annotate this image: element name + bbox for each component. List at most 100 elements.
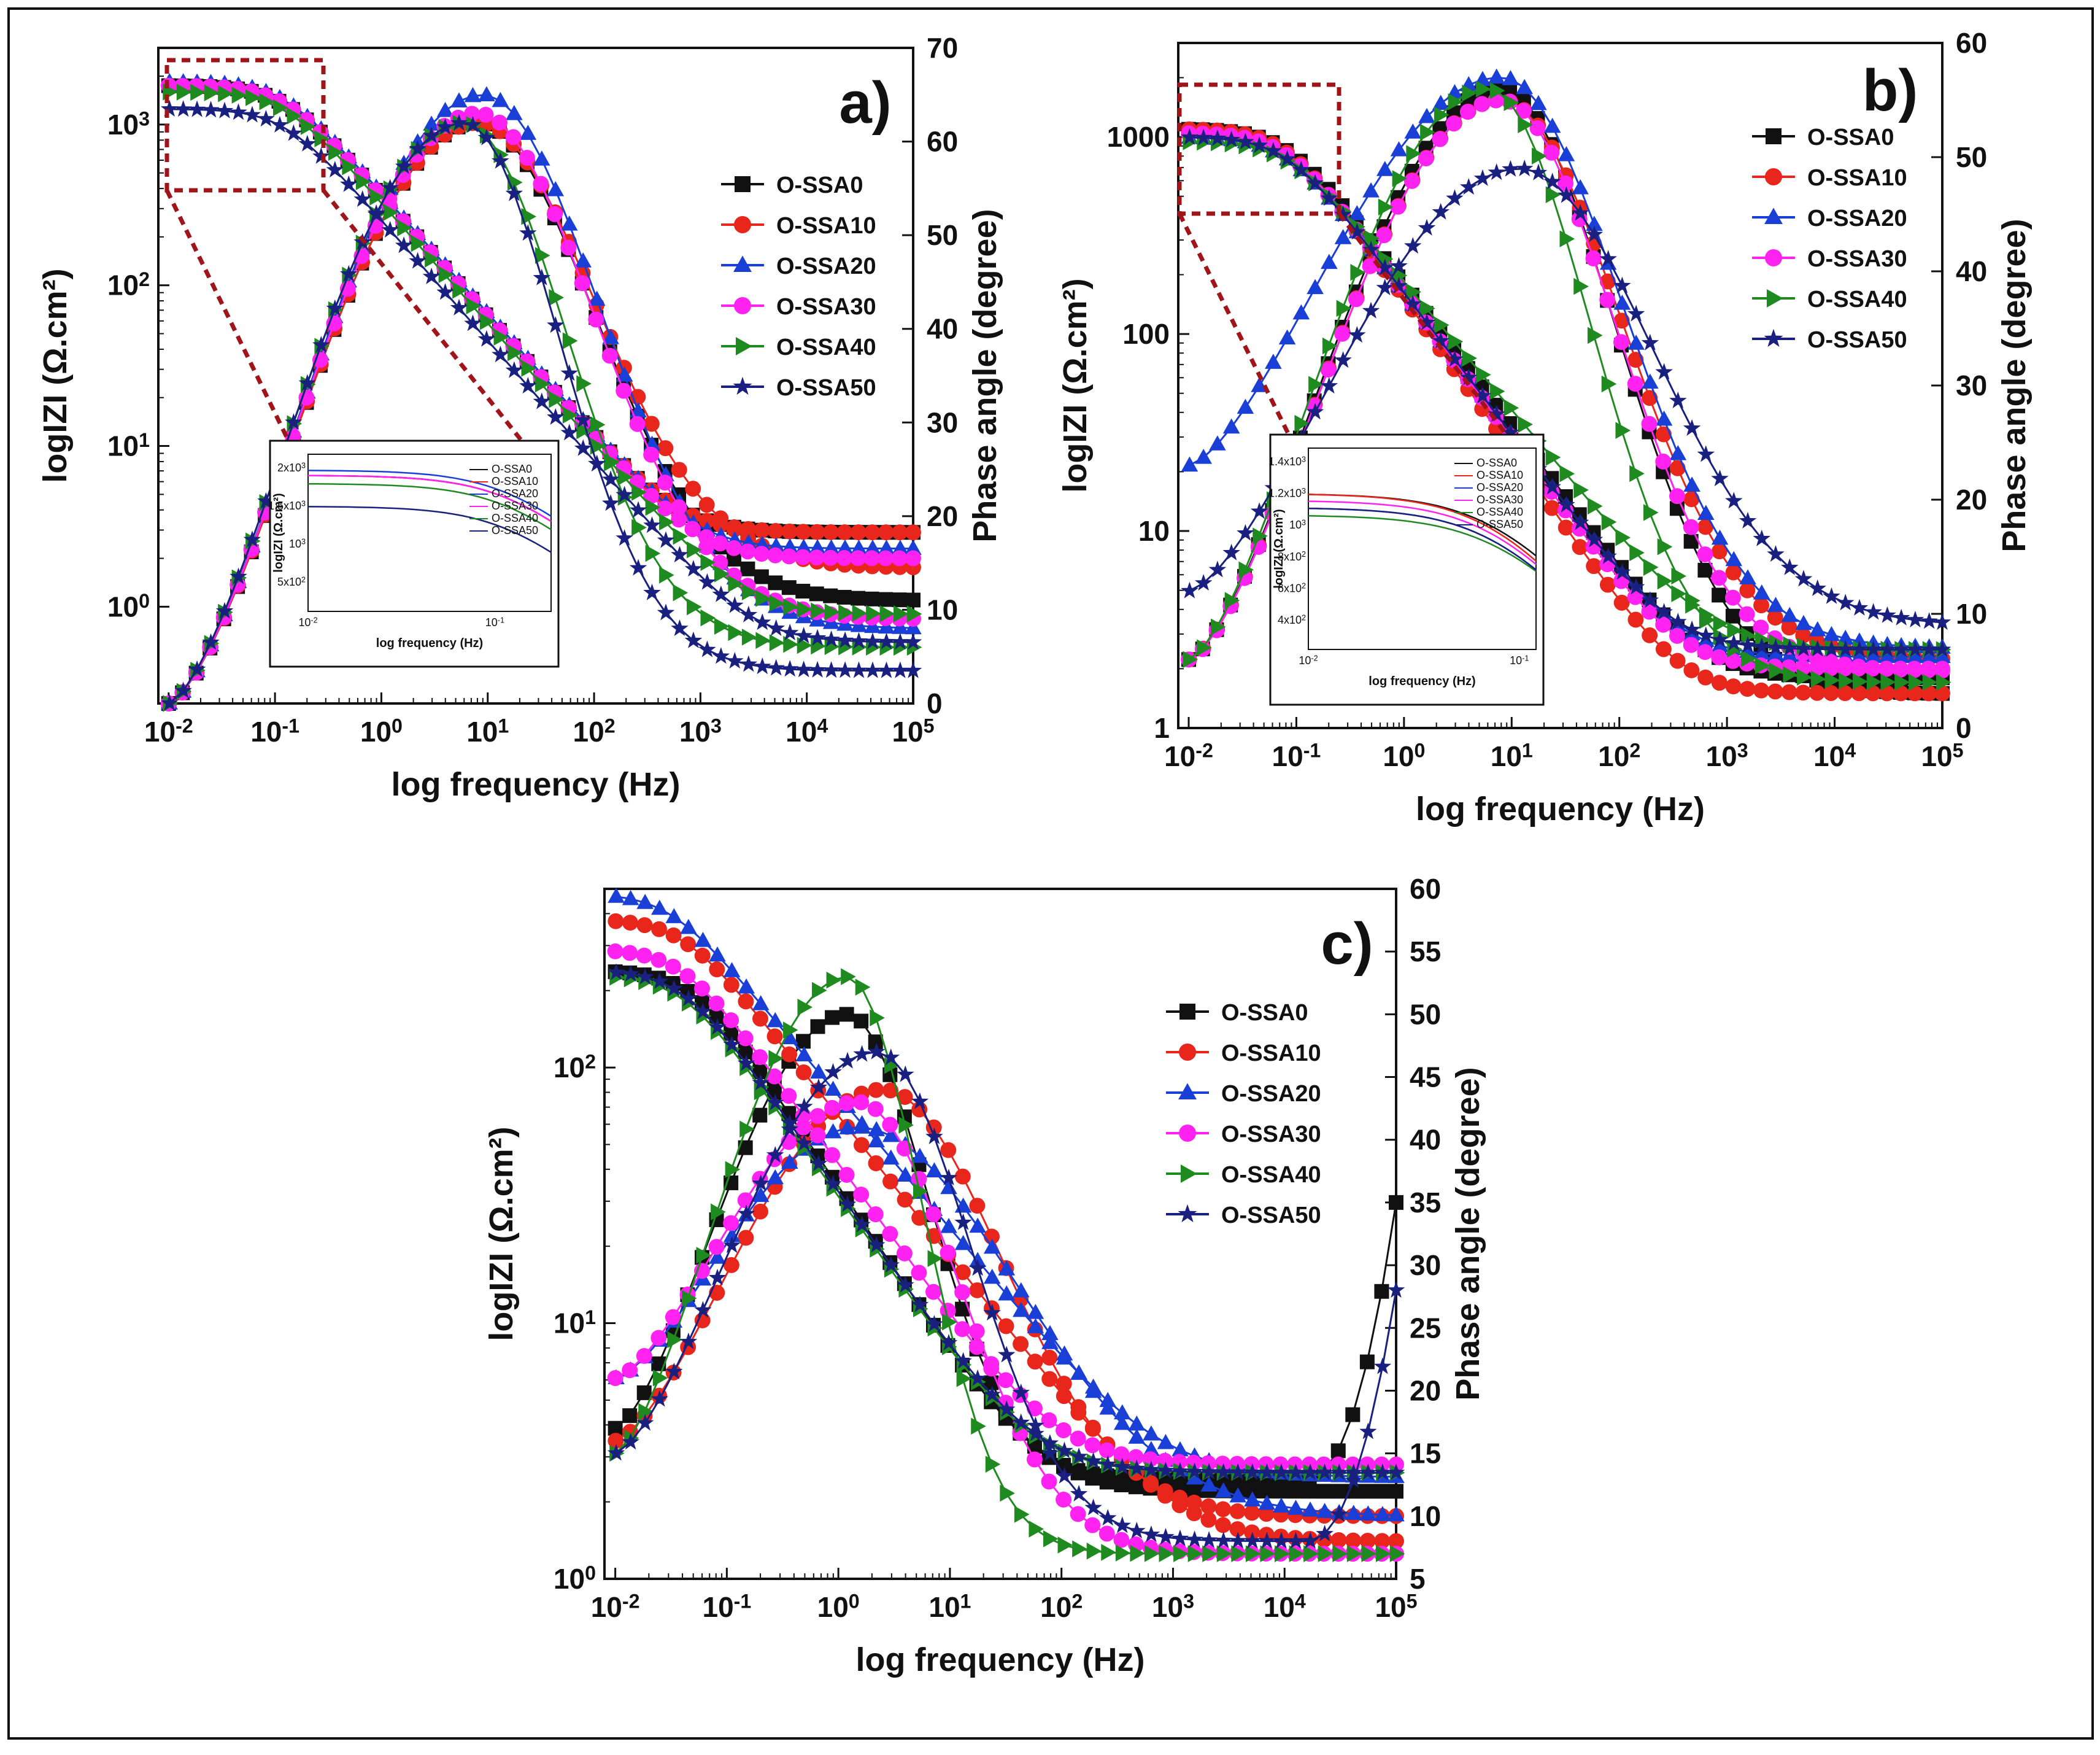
phase-point — [1824, 672, 1840, 689]
modulus-point — [983, 1385, 1001, 1403]
phase-point — [768, 1050, 784, 1067]
modulus-point — [1222, 130, 1240, 147]
modulus-point — [1573, 481, 1589, 499]
phase-point — [1585, 250, 1602, 266]
modulus-point — [853, 1137, 870, 1153]
modulus-point — [896, 1245, 913, 1261]
phase-point — [1258, 1532, 1276, 1549]
phase-point — [1711, 529, 1729, 545]
phase-point — [1334, 325, 1351, 342]
phase-point — [1518, 116, 1533, 134]
phase-point — [723, 1215, 739, 1231]
phase-point — [968, 1323, 985, 1339]
phase-point — [1515, 103, 1532, 119]
phase-point — [622, 1433, 639, 1450]
modulus-point — [754, 613, 771, 630]
phase-point — [202, 633, 220, 650]
phase-point — [1143, 1475, 1159, 1491]
phase-point — [694, 1301, 712, 1318]
phase-point — [650, 1390, 668, 1407]
legend-marker — [1764, 168, 1783, 186]
phase-point — [1711, 470, 1729, 487]
phase-point — [560, 215, 578, 231]
inset-y-tick-label: 1.4x103 — [1268, 455, 1306, 468]
panel-b: 10-2 10-1 100 101 102 103 104 105 1 10 100 1000 0 10 2… — [1057, 27, 2032, 827]
modulus-point — [328, 144, 344, 161]
modulus-point — [868, 1132, 885, 1148]
phase-point — [1655, 453, 1672, 470]
phase-point — [285, 413, 303, 430]
modulus-point — [1345, 1532, 1361, 1549]
x-tick-label: 104 — [786, 715, 828, 748]
modulus-point — [894, 605, 909, 622]
modulus-point — [1208, 129, 1227, 146]
modulus-point — [766, 1012, 784, 1028]
phase-point — [1432, 203, 1450, 220]
phase-point — [940, 1142, 957, 1158]
x-axis-title: log frequency (Hz) — [855, 1641, 1145, 1678]
modulus-point — [1545, 449, 1561, 466]
modulus-point — [700, 554, 716, 571]
y-tick-label: 102 — [554, 1051, 596, 1083]
modulus-point — [891, 633, 909, 650]
modulus-point — [925, 1315, 943, 1332]
modulus-point — [617, 468, 633, 486]
phase-point — [1613, 334, 1629, 351]
modulus-point — [622, 945, 638, 961]
phase-point — [1909, 673, 1924, 691]
legend-label: O-SSA0 — [1221, 1000, 1308, 1026]
phase-point — [665, 1362, 683, 1379]
phase-point — [1041, 1349, 1058, 1366]
y2-tick-label: 0 — [927, 688, 943, 719]
phase-point — [1473, 169, 1492, 186]
phase-point — [643, 446, 660, 463]
phase-point — [1113, 1532, 1130, 1548]
modulus-point — [671, 546, 689, 563]
phase-point — [954, 1284, 971, 1301]
phase-point — [1629, 465, 1645, 482]
modulus-point — [836, 539, 854, 555]
modulus-point — [684, 560, 703, 577]
phase-point — [671, 499, 687, 516]
legend-entry: O-SSA40 — [1166, 1162, 1321, 1188]
x-tick-label: 10-2 — [591, 1590, 640, 1623]
phase-point — [1216, 1545, 1232, 1562]
modulus-point — [1601, 513, 1617, 531]
phase-point — [549, 289, 564, 306]
modulus-point — [1098, 1455, 1117, 1472]
modulus-point — [725, 540, 742, 556]
modulus-point — [1462, 349, 1477, 367]
phase-point — [1209, 435, 1226, 451]
phase-point — [1159, 1545, 1175, 1562]
phase-point — [1388, 1506, 1405, 1522]
phase-point — [1446, 115, 1462, 132]
y-tick-label: 103 — [107, 107, 150, 140]
modulus-point — [1518, 416, 1533, 433]
phase-point — [629, 416, 646, 432]
phase-point — [954, 1168, 971, 1185]
modulus-point — [687, 541, 702, 559]
phase-point — [711, 1203, 726, 1221]
phase-point — [492, 114, 508, 131]
phase-point — [1434, 106, 1450, 123]
phase-point — [925, 1119, 942, 1136]
inset-x-tick-label: 10-1 — [485, 616, 504, 629]
modulus-point — [1264, 142, 1283, 159]
phase-point — [1084, 1498, 1102, 1516]
phase-point — [1222, 543, 1240, 560]
modulus-point — [1157, 1462, 1175, 1479]
modulus-point — [1571, 513, 1589, 530]
phase-point — [853, 1094, 870, 1110]
phase-point — [708, 1268, 727, 1285]
modulus-point — [1273, 1484, 1288, 1499]
phase-point — [1072, 1540, 1087, 1557]
phase-point — [998, 1346, 1016, 1363]
modulus-point — [1287, 1484, 1303, 1499]
legend-marker — [1178, 1204, 1197, 1223]
modulus-point — [1041, 1412, 1057, 1428]
legend-label: O-SSA40 — [1221, 1162, 1321, 1188]
phase-point — [824, 1099, 841, 1116]
phase-point — [1390, 141, 1408, 157]
modulus-point — [1767, 645, 1785, 661]
zoom-connector — [1337, 212, 1508, 436]
